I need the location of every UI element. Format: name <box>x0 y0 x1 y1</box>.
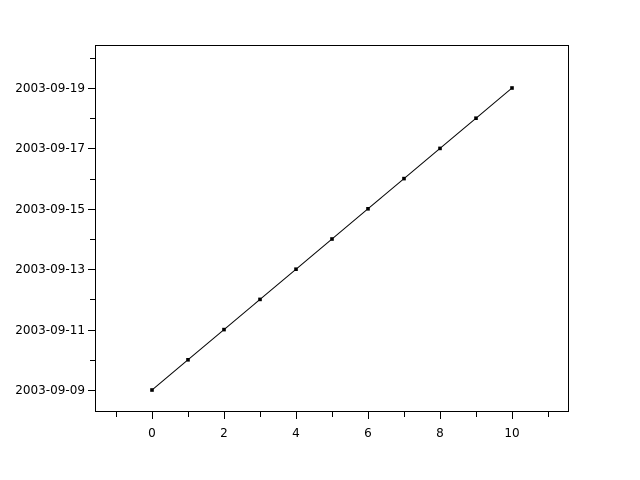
x-tick-major <box>512 412 513 419</box>
data-point <box>510 86 514 90</box>
x-tick-label: 6 <box>364 426 372 440</box>
data-point <box>222 327 226 332</box>
x-tick-label: 2 <box>220 426 228 440</box>
x-tick-label: 0 <box>148 426 156 440</box>
x-tick-major <box>368 412 369 419</box>
x-tick-minor <box>332 412 333 417</box>
x-tick-label: 10 <box>504 426 520 440</box>
x-tick-label: 4 <box>292 426 300 440</box>
data-point <box>294 267 298 271</box>
y-tick-label: 2003-09-17 <box>15 141 85 156</box>
y-tick-major <box>88 88 95 89</box>
y-tick-label: 2003-09-13 <box>15 262 85 277</box>
plot-area <box>95 45 569 412</box>
y-tick-minor <box>90 57 95 59</box>
x-tick-label: 8 <box>436 426 444 440</box>
y-tick-label: 2003-09-09 <box>15 383 85 397</box>
y-tick-label: 2003-09-15 <box>15 201 85 216</box>
data-point <box>438 146 442 151</box>
y-tick-label: 2003-09-11 <box>15 322 85 337</box>
y-tick-minor <box>90 239 95 240</box>
x-tick-major <box>224 412 225 419</box>
series-markers <box>150 86 514 392</box>
y-tick-major <box>88 208 95 210</box>
y-tick-major <box>88 269 95 271</box>
data-point <box>186 358 190 362</box>
data-point <box>366 207 370 211</box>
y-tick-major <box>88 148 95 150</box>
data-point <box>150 388 154 392</box>
y-tick-minor <box>90 359 95 361</box>
y-tick-minor <box>90 299 95 301</box>
y-tick-minor <box>90 118 95 120</box>
data-point <box>474 116 478 120</box>
y-tick-major <box>88 390 95 391</box>
x-tick-minor <box>260 412 261 417</box>
data-point <box>258 297 262 302</box>
data-point <box>330 237 334 241</box>
x-tick-minor <box>476 412 477 417</box>
y-tick-major <box>88 329 95 331</box>
x-tick-minor <box>116 412 117 417</box>
data-point <box>402 176 406 181</box>
x-tick-minor <box>548 412 549 417</box>
y-tick-label: 2003-09-19 <box>15 81 85 95</box>
y-tick-minor <box>90 178 95 180</box>
x-tick-minor <box>188 412 189 417</box>
x-tick-minor <box>404 412 405 417</box>
x-tick-major <box>440 412 441 419</box>
x-tick-major <box>152 412 153 419</box>
x-tick-major <box>296 412 297 419</box>
